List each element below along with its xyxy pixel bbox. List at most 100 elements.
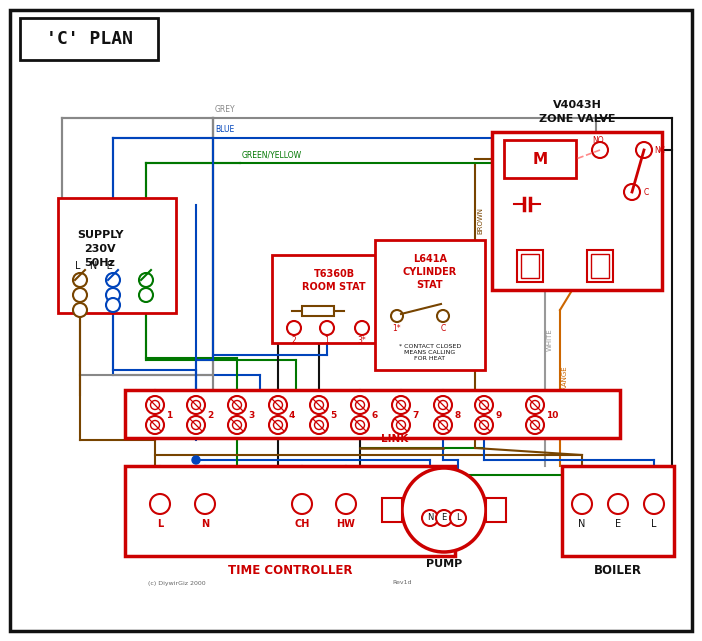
Bar bbox=[375, 240, 485, 370]
Bar bbox=[125, 466, 455, 556]
Circle shape bbox=[73, 273, 87, 287]
Text: 5: 5 bbox=[330, 410, 336, 419]
Circle shape bbox=[592, 142, 608, 158]
Bar bbox=[58, 198, 176, 313]
Circle shape bbox=[355, 401, 364, 410]
Circle shape bbox=[232, 420, 241, 429]
Text: E: E bbox=[615, 519, 621, 529]
Circle shape bbox=[397, 401, 406, 410]
Bar bbox=[302, 306, 334, 316]
Circle shape bbox=[392, 416, 410, 434]
Circle shape bbox=[139, 288, 153, 302]
Circle shape bbox=[269, 396, 287, 414]
Text: HW: HW bbox=[336, 519, 355, 529]
Text: 3*: 3* bbox=[357, 335, 366, 344]
Circle shape bbox=[314, 420, 324, 429]
Text: Rev1d: Rev1d bbox=[392, 581, 411, 585]
Circle shape bbox=[402, 468, 486, 552]
Text: 6: 6 bbox=[371, 410, 377, 419]
Circle shape bbox=[531, 401, 540, 410]
Circle shape bbox=[310, 396, 328, 414]
Circle shape bbox=[422, 510, 438, 526]
Text: ORANGE: ORANGE bbox=[562, 365, 568, 395]
Circle shape bbox=[274, 420, 282, 429]
Circle shape bbox=[436, 510, 452, 526]
Text: 3: 3 bbox=[248, 410, 254, 419]
Circle shape bbox=[150, 494, 170, 514]
Text: N: N bbox=[578, 519, 585, 529]
Circle shape bbox=[336, 494, 356, 514]
Bar bbox=[517, 250, 543, 282]
Text: (c) DiywirGiz 2000: (c) DiywirGiz 2000 bbox=[148, 581, 206, 585]
Text: NO: NO bbox=[592, 135, 604, 144]
Circle shape bbox=[434, 416, 452, 434]
Circle shape bbox=[439, 401, 447, 410]
Text: 2: 2 bbox=[207, 410, 213, 419]
Text: N: N bbox=[201, 519, 209, 529]
Circle shape bbox=[292, 494, 312, 514]
Text: BLUE: BLUE bbox=[215, 125, 234, 134]
Text: L: L bbox=[456, 513, 461, 522]
Text: V4043H
ZONE VALVE: V4043H ZONE VALVE bbox=[538, 100, 615, 124]
Text: E: E bbox=[442, 513, 446, 522]
Circle shape bbox=[232, 401, 241, 410]
Circle shape bbox=[526, 416, 544, 434]
Text: GREY: GREY bbox=[215, 105, 236, 114]
Circle shape bbox=[531, 420, 540, 429]
Text: L   N   E: L N E bbox=[75, 261, 113, 271]
Text: 9: 9 bbox=[495, 410, 501, 419]
Circle shape bbox=[450, 510, 466, 526]
Bar bbox=[125, 390, 620, 438]
Circle shape bbox=[475, 396, 493, 414]
Text: SUPPLY
230V
50Hz: SUPPLY 230V 50Hz bbox=[77, 230, 124, 268]
Circle shape bbox=[228, 416, 246, 434]
Circle shape bbox=[106, 273, 120, 287]
Bar bbox=[587, 250, 613, 282]
Text: CH: CH bbox=[294, 519, 310, 529]
Text: TIME CONTROLLER: TIME CONTROLLER bbox=[227, 563, 352, 576]
Circle shape bbox=[351, 396, 369, 414]
Circle shape bbox=[146, 396, 164, 414]
Circle shape bbox=[192, 401, 201, 410]
Circle shape bbox=[187, 396, 205, 414]
Circle shape bbox=[187, 416, 205, 434]
Bar bbox=[591, 254, 609, 278]
Circle shape bbox=[439, 420, 447, 429]
Text: BROWN: BROWN bbox=[477, 206, 483, 233]
Circle shape bbox=[437, 310, 449, 322]
Circle shape bbox=[624, 184, 640, 200]
Circle shape bbox=[355, 321, 369, 335]
Circle shape bbox=[150, 401, 159, 410]
Circle shape bbox=[320, 321, 334, 335]
Text: N: N bbox=[427, 513, 433, 522]
Text: 2: 2 bbox=[291, 335, 296, 344]
Circle shape bbox=[228, 396, 246, 414]
Text: LINK: LINK bbox=[381, 434, 409, 444]
Text: M: M bbox=[532, 151, 548, 167]
Circle shape bbox=[644, 494, 664, 514]
Circle shape bbox=[397, 420, 406, 429]
Text: T6360B
ROOM STAT: T6360B ROOM STAT bbox=[302, 269, 366, 292]
Text: 10: 10 bbox=[546, 410, 558, 419]
Bar bbox=[562, 466, 674, 556]
Circle shape bbox=[526, 396, 544, 414]
Text: NC: NC bbox=[654, 146, 665, 154]
Circle shape bbox=[479, 420, 489, 429]
Text: BOILER: BOILER bbox=[594, 563, 642, 576]
Circle shape bbox=[479, 401, 489, 410]
Text: 'C' PLAN: 'C' PLAN bbox=[46, 30, 133, 48]
Text: 7: 7 bbox=[412, 410, 418, 419]
Text: GREEN/YELLOW: GREEN/YELLOW bbox=[242, 150, 302, 159]
Text: C: C bbox=[644, 188, 649, 197]
Bar bbox=[272, 255, 397, 343]
Text: L: L bbox=[157, 519, 163, 529]
Text: WHITE: WHITE bbox=[547, 329, 553, 351]
Circle shape bbox=[106, 298, 120, 312]
Text: PUMP: PUMP bbox=[426, 559, 462, 569]
Circle shape bbox=[475, 416, 493, 434]
Circle shape bbox=[434, 396, 452, 414]
Circle shape bbox=[355, 420, 364, 429]
Circle shape bbox=[572, 494, 592, 514]
Circle shape bbox=[195, 494, 215, 514]
Circle shape bbox=[636, 142, 652, 158]
